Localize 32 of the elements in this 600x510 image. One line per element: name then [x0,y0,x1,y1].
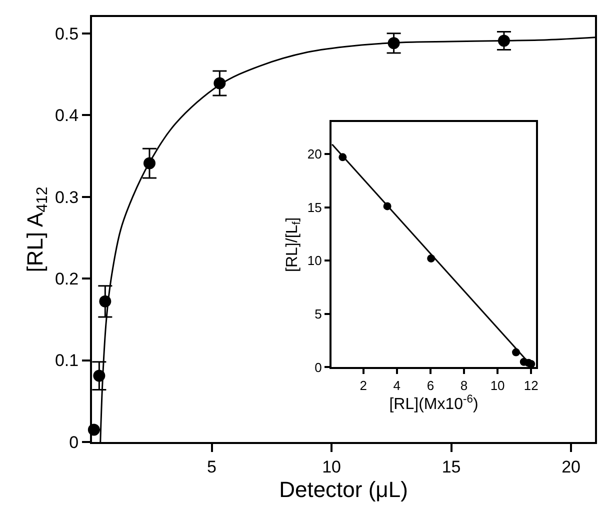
y-tick-label: 15 [307,200,322,215]
x-tick-label: 20 [562,457,581,476]
point [512,348,520,356]
x-axis-title: [RL](Mx10$^{-6}$) [389,393,478,413]
y-tick-label: 0.3 [54,188,79,207]
y-tick-label: 0 [69,432,79,452]
y-tick-label: 10 [307,253,322,268]
y-tick-label: 20 [307,146,322,162]
x-tick-label: 6 [426,378,434,393]
x-tick-label: 2 [360,378,367,393]
y-tick-label: 0.4 [54,106,79,126]
point [527,360,536,368]
point [338,153,347,162]
x-tick-label: 8 [460,378,468,393]
y-tick-label: 0.1 [54,351,79,370]
point [93,370,106,382]
x-tick-label: 4 [393,378,400,393]
x-tick-label: 15 [442,457,461,476]
point [99,295,112,308]
x-tick-label: 5 [207,457,216,476]
y-tick-label: 0 [314,360,322,375]
point [427,254,436,262]
x-axis-title: Detector (μL) [279,476,408,502]
point [383,202,392,210]
y-tick-label: 0.5 [54,24,79,44]
point [498,34,510,47]
x-tick-label: 10 [490,378,505,393]
y-tick-label: 0.2 [54,269,79,288]
y-tick-label: 5 [314,306,322,322]
x-tick-label: 12 [524,378,538,393]
point [214,77,226,90]
point [143,157,156,170]
